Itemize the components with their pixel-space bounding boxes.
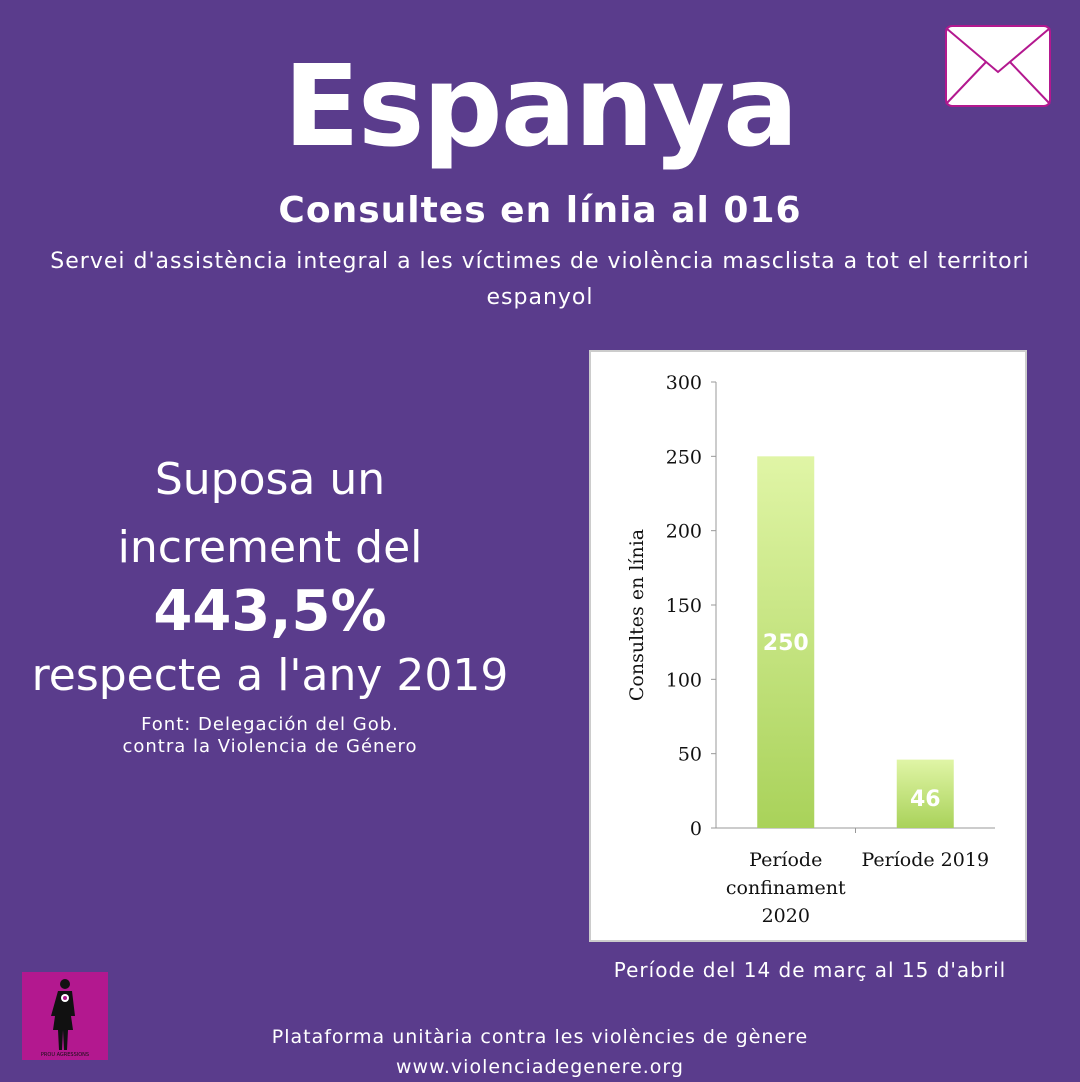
- x-tick-label: 2020: [762, 905, 810, 927]
- mail-icon[interactable]: [942, 22, 1052, 108]
- footer-org: Plataforma unitària contra les violèncie…: [271, 1026, 809, 1048]
- stat-line1: Suposa un: [154, 454, 386, 505]
- stat-value: 443,5%: [153, 579, 387, 644]
- y-tick-label: 250: [666, 446, 702, 468]
- source: Font: Delegación del Gob. contra la Viol…: [70, 714, 470, 758]
- chart-caption: Període del 14 de març al 15 d'abril: [613, 958, 1007, 982]
- y-tick-label: 0: [690, 818, 702, 840]
- source-line2: contra la Violencia de Género: [122, 736, 418, 757]
- page-title: Espanya: [283, 42, 798, 172]
- logo: PROU AGRESSIONS: [22, 972, 108, 1060]
- bar: [757, 456, 815, 828]
- source-line1: Font: Delegación del Gob.: [141, 714, 399, 735]
- data-label: 46: [910, 787, 941, 812]
- footer: Plataforma unitària contra les violèncie…: [0, 1022, 1080, 1082]
- y-tick-label: 300: [666, 372, 702, 394]
- x-tick-label: Període 2019: [861, 849, 989, 871]
- description: Servei d'assistència integral a les víct…: [50, 249, 1030, 310]
- stat-line2: increment del: [117, 522, 423, 573]
- svg-text:PROU AGRESSIONS: PROU AGRESSIONS: [41, 1052, 89, 1058]
- bar: [896, 759, 954, 828]
- footer-url[interactable]: www.violenciadegenere.org: [396, 1056, 684, 1078]
- y-axis-label: Consultes en línia: [626, 529, 648, 701]
- y-tick-label: 200: [666, 521, 702, 543]
- x-tick-label: confinament: [726, 877, 846, 899]
- y-tick-label: 50: [678, 744, 702, 766]
- y-tick-label: 100: [666, 669, 702, 691]
- subtitle: Consultes en línia al 016: [278, 190, 802, 231]
- x-tick-label: Període: [749, 849, 822, 871]
- bar-chart: 0 50 100 150 200 250 300 Consultes en línia 250 P…: [589, 350, 1027, 942]
- data-label: 250: [763, 631, 809, 656]
- stat-block: Suposa un increment del 443,5% respecte …: [20, 446, 520, 710]
- y-tick-label: 150: [666, 595, 702, 617]
- stat-line3: respecte a l'any 2019: [31, 650, 509, 701]
